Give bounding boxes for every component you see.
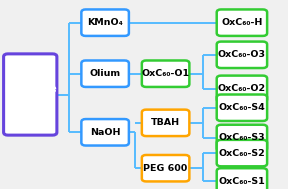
FancyBboxPatch shape [217, 94, 267, 121]
FancyBboxPatch shape [217, 42, 267, 68]
Text: OxC₆₀-O2: OxC₆₀-O2 [218, 84, 266, 93]
FancyBboxPatch shape [142, 155, 189, 181]
FancyBboxPatch shape [81, 9, 129, 36]
FancyBboxPatch shape [217, 125, 267, 151]
Text: KMnO₄: KMnO₄ [87, 18, 123, 27]
Text: OxC₆₀-S3: OxC₆₀-S3 [219, 133, 265, 143]
Text: OxC₆₀-S1: OxC₆₀-S1 [219, 177, 265, 186]
FancyBboxPatch shape [217, 168, 267, 189]
Text: OxC₆₀-O1: OxC₆₀-O1 [141, 69, 190, 78]
FancyBboxPatch shape [217, 140, 267, 166]
Text: OxC₆₀-S2: OxC₆₀-S2 [219, 149, 265, 158]
FancyBboxPatch shape [142, 60, 189, 87]
FancyBboxPatch shape [142, 110, 189, 136]
FancyBboxPatch shape [81, 119, 129, 146]
Text: OxC₆₀-H: OxC₆₀-H [221, 18, 263, 27]
FancyBboxPatch shape [3, 54, 57, 135]
Text: Fullerene
C₆₀: Fullerene C₆₀ [4, 84, 57, 105]
FancyBboxPatch shape [81, 60, 129, 87]
Text: OxC₆₀-O3: OxC₆₀-O3 [218, 50, 266, 59]
Text: OxC₆₀-S4: OxC₆₀-S4 [219, 103, 265, 112]
Text: PEG 600: PEG 600 [143, 164, 188, 173]
Text: TBAH: TBAH [151, 118, 180, 127]
FancyBboxPatch shape [217, 9, 267, 36]
Text: Olium: Olium [90, 69, 121, 78]
FancyBboxPatch shape [217, 76, 267, 102]
Text: NaOH: NaOH [90, 128, 120, 137]
